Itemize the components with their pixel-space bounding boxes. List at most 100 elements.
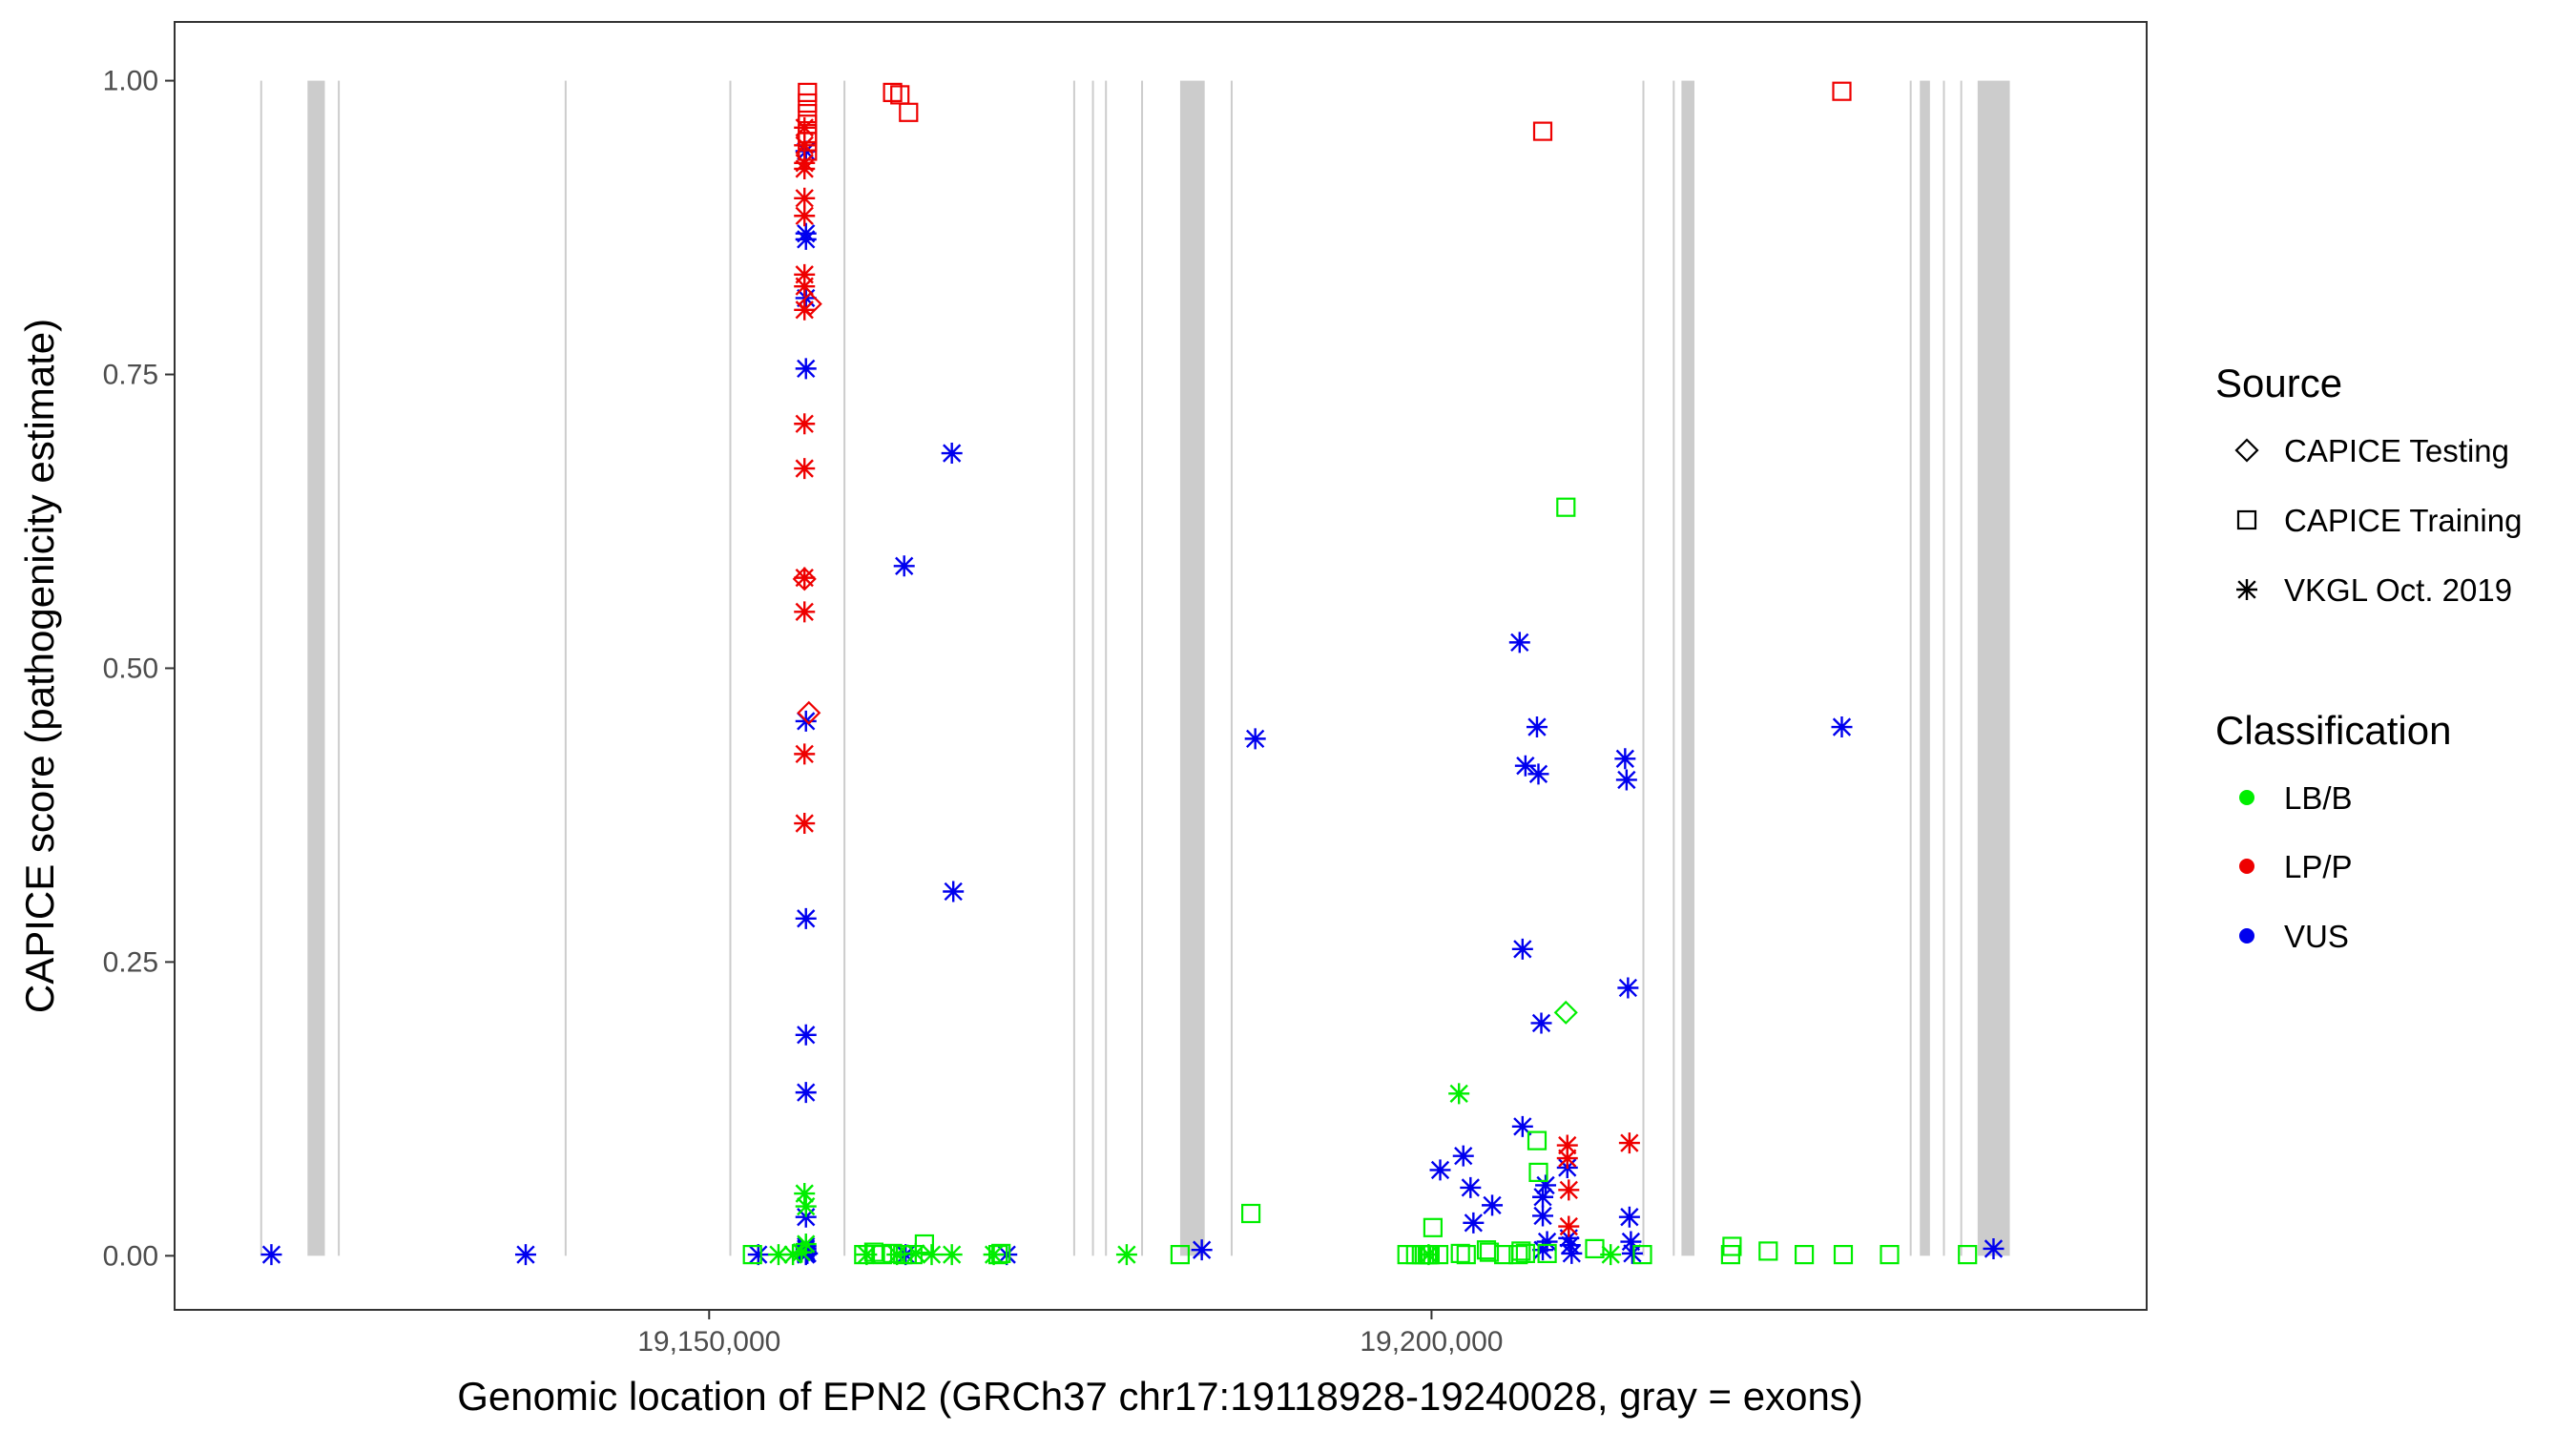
legend-marker-0 — [2234, 438, 2259, 463]
data-point-0-46 — [1559, 1234, 1581, 1256]
data-point-0-33 — [1511, 938, 1533, 960]
y-tick-label-1: 0.25 — [103, 946, 158, 978]
data-point-4-22 — [1456, 1244, 1476, 1265]
exon-band-15 — [1909, 80, 1912, 1256]
data-point-0-11 — [795, 1082, 817, 1104]
y-axis: 0.00 0.25 0.50 0.75 1.00 — [103, 66, 175, 1272]
x-tick-label-0: 19,150,000 — [637, 1326, 780, 1358]
data-point-2-1 — [782, 1244, 804, 1266]
data-point-0-36 — [1526, 716, 1548, 738]
data-point-4-1 — [854, 1244, 874, 1265]
data-point-1-11 — [794, 567, 816, 589]
exon-band-9 — [1141, 80, 1144, 1256]
data-point-0-37 — [1527, 763, 1549, 785]
data-point-0-43 — [1536, 1231, 1558, 1253]
data-point-4-10 — [1170, 1244, 1191, 1265]
legend-item-capice-testing: CAPICE Testing — [2234, 433, 2509, 468]
data-point-4-28 — [1515, 1243, 1536, 1264]
data-point-4-34 — [1632, 1244, 1652, 1265]
x-tick-label-1: 19,200,000 — [1360, 1326, 1503, 1358]
data-point-0-28 — [1452, 1145, 1474, 1167]
exon-band-19 — [1977, 80, 2010, 1256]
legend-label-lpp: LP/P — [2284, 849, 2353, 884]
data-point-1-14 — [794, 813, 816, 835]
exon-band-10 — [1179, 80, 1205, 1256]
data-point-0-48 — [1614, 748, 1636, 770]
data-point-0-38 — [1530, 1012, 1552, 1034]
data-point-1-10 — [794, 458, 816, 480]
legend: Source CAPICE Testing CAPICE Training VK… — [2215, 361, 2522, 954]
data-point-4-6 — [903, 1244, 923, 1265]
data-point-0-39 — [1532, 1186, 1554, 1208]
legend-marker-1 — [2236, 509, 2257, 530]
data-point-4-26 — [1508, 1244, 1528, 1265]
exon-band-6 — [1072, 80, 1075, 1256]
legend-label-lbb: LB/B — [2284, 780, 2353, 816]
data-point-0-31 — [1482, 1194, 1504, 1216]
data-point-2-5 — [795, 1234, 817, 1255]
data-point-3-11 — [1832, 81, 1852, 101]
data-point-3-2 — [798, 103, 818, 124]
data-point-0-42 — [1535, 1174, 1557, 1196]
exon-band-2 — [338, 80, 341, 1256]
data-point-0-0 — [260, 1244, 282, 1266]
data-point-0-27 — [1429, 1159, 1451, 1181]
legend-item-vkgl: VKGL Oct. 2019 — [2236, 572, 2512, 608]
data-point-4-11 — [1240, 1203, 1261, 1224]
data-point-0-34 — [1511, 1115, 1533, 1137]
data-point-0-1 — [514, 1244, 536, 1266]
legend-item-vus: VUS — [2239, 919, 2349, 954]
data-point-4-38 — [1794, 1244, 1815, 1265]
legend-diamond-key — [2234, 438, 2259, 463]
data-point-0-45 — [1558, 1227, 1580, 1249]
legend-label-vus: VUS — [2284, 919, 2349, 954]
legend-marker-2 — [2236, 579, 2257, 600]
data-point-4-8 — [987, 1244, 1008, 1265]
legend-label-capice-training: CAPICE Training — [2284, 503, 2522, 538]
exon-band-11 — [1230, 80, 1233, 1256]
data-point-4-30 — [1528, 1162, 1548, 1183]
data-point-4-32 — [1556, 497, 1576, 517]
data-point-2-6 — [856, 1244, 878, 1266]
data-point-4-29 — [1527, 1130, 1548, 1151]
y-tick-label-0: 0.00 — [103, 1240, 158, 1272]
data-point-4-21 — [1450, 1243, 1470, 1264]
data-point-1-18 — [1558, 1215, 1580, 1237]
data-point-4-41 — [1958, 1244, 1978, 1265]
data-point-0-47 — [1561, 1242, 1583, 1264]
data-point-0-55 — [1983, 1237, 2005, 1259]
exon-band-17 — [1942, 80, 1945, 1256]
data-point-1-12 — [794, 601, 816, 623]
data-point-4-5 — [893, 1244, 913, 1265]
data-point-4-36 — [1722, 1236, 1742, 1256]
data-point-2-15 — [1600, 1244, 1622, 1266]
legend-dot-lbb — [2239, 790, 2254, 805]
data-point-1-5 — [794, 205, 816, 227]
data-point-6-0 — [1553, 1000, 1578, 1025]
data-point-0-54 — [1831, 716, 1853, 738]
data-point-3-1 — [798, 93, 818, 114]
y-tick-label-4: 1.00 — [103, 66, 158, 97]
data-point-1-4 — [794, 187, 816, 209]
legend-dot-vus — [2239, 928, 2254, 944]
data-point-0-41 — [1532, 1239, 1554, 1261]
data-point-4-24 — [1479, 1242, 1500, 1262]
data-point-5-2 — [798, 292, 822, 317]
legend-label-capice-testing: CAPICE Testing — [2284, 433, 2509, 468]
data-point-2-4 — [795, 1195, 817, 1217]
legend-classification-title: Classification — [2215, 708, 2451, 753]
data-point-3-10 — [1532, 121, 1553, 141]
exon-band-0 — [260, 80, 262, 1256]
data-point-5-1 — [797, 700, 821, 725]
data-point-4-40 — [1880, 1244, 1900, 1265]
data-point-2-3 — [794, 1183, 816, 1205]
data-point-1-17 — [1558, 1179, 1580, 1201]
data-point-4-19 — [1423, 1217, 1444, 1237]
data-point-1-19 — [1618, 1132, 1640, 1154]
data-point-3-7 — [883, 82, 903, 103]
exon-band-16 — [1920, 80, 1930, 1256]
data-point-0-12 — [795, 1206, 817, 1228]
data-point-0-25 — [1191, 1239, 1213, 1261]
data-point-0-32 — [1508, 632, 1530, 653]
